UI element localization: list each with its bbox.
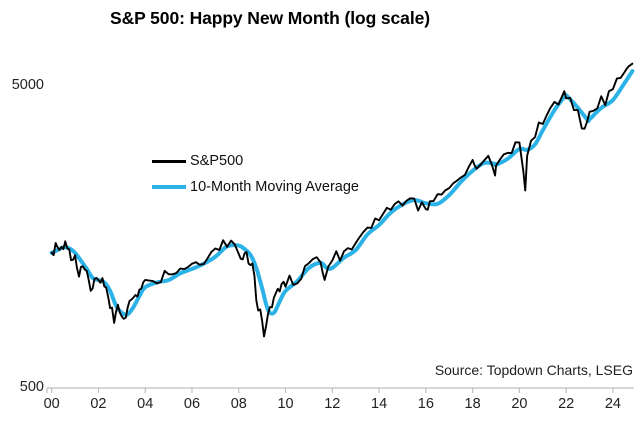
chart-legend: S&P500 10-Month Moving Average: [152, 148, 359, 200]
y-axis-tick-5000: 5000: [11, 77, 44, 93]
y-axis-tick-500: 500: [19, 379, 44, 395]
legend-entry-price: S&P500: [152, 148, 359, 174]
legend-line-swatch-moving-average: [152, 185, 186, 189]
series-line-price: [50, 62, 634, 338]
x-axis-tick-12: 12: [324, 396, 341, 412]
x-axis-tick-16: 16: [417, 396, 434, 412]
x-axis-tick-06: 06: [183, 396, 201, 412]
x-axis-tick-02: 02: [90, 396, 107, 412]
legend-label-price: S&P500: [190, 153, 244, 169]
x-axis-tick-08: 08: [230, 396, 247, 412]
x-axis-tick-24: 24: [604, 396, 621, 412]
legend-label-moving-average: 10-Month Moving Average: [190, 179, 360, 195]
x-axis-tick-22: 22: [558, 396, 575, 412]
x-axis-tick-10: 10: [277, 396, 294, 412]
legend-entry-moving-average: 10-Month Moving Average: [152, 174, 359, 200]
x-axis-tick-14: 14: [371, 396, 388, 412]
x-axis-tick-00: 00: [43, 396, 60, 412]
x-axis-tick-04: 04: [137, 396, 154, 412]
x-axis-tick-20: 20: [511, 396, 528, 412]
x-axis-tick-18: 18: [464, 396, 481, 412]
chart-title: S&P 500: Happy New Month (log scale): [110, 8, 430, 28]
source-note: Source: Topdown Charts, LSEG: [434, 362, 633, 378]
legend-line-swatch-price: [152, 159, 186, 163]
